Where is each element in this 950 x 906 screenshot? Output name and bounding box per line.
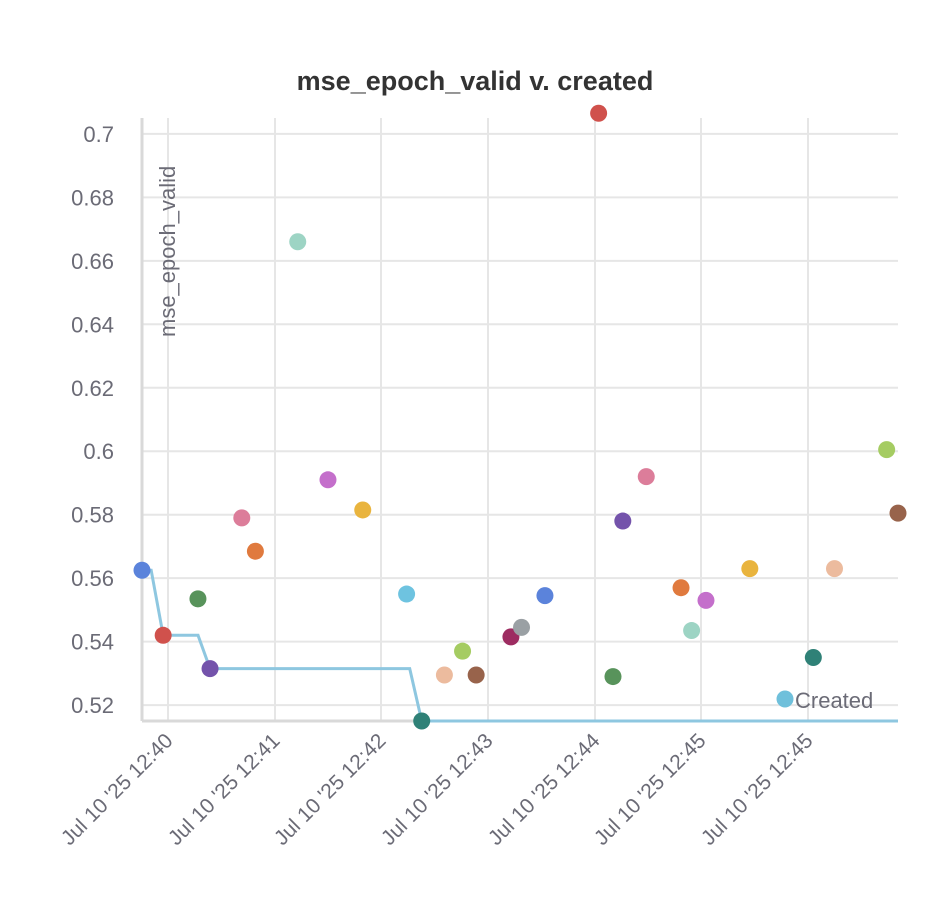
data-point [189, 590, 207, 608]
data-point [133, 561, 151, 579]
data-point [614, 512, 632, 530]
y-tick-label: 0.6 [83, 439, 114, 464]
data-point [741, 560, 759, 578]
data-point [246, 542, 264, 560]
data-point [672, 579, 690, 597]
data-point [398, 585, 416, 603]
y-tick-label: 0.7 [83, 122, 114, 147]
data-point [233, 509, 251, 527]
data-point [604, 668, 622, 686]
x-tick-label: Jul 10 '25 12:40 [57, 729, 178, 850]
y-tick-label: 0.66 [71, 249, 114, 274]
y-tick-label: 0.68 [71, 185, 114, 210]
data-point [637, 468, 655, 486]
data-point [804, 649, 822, 667]
data-point [536, 587, 554, 605]
x-tick-label: Jul 10 '25 12:45 [590, 729, 711, 850]
best-value-line [142, 568, 898, 723]
data-point [201, 660, 219, 678]
data-point [319, 471, 337, 489]
x-tick-label: Jul 10 '25 12:41 [164, 729, 285, 850]
legend-label: Created [795, 688, 873, 713]
data-point [683, 622, 701, 640]
x-tick-label: Jul 10 '25 12:44 [484, 729, 605, 850]
y-axis-label: mse_epoch_valid [155, 166, 180, 337]
data-point [154, 626, 172, 644]
legend: Created [776, 688, 873, 713]
y-tick-label: 0.56 [71, 566, 114, 591]
x-tick-label: Jul 10 '25 12:43 [377, 729, 498, 850]
grid [142, 118, 898, 721]
x-tick-label: Jul 10 '25 12:42 [270, 729, 391, 850]
y-tick-label: 0.64 [71, 312, 114, 337]
data-point [413, 712, 431, 730]
chart-title: mse_epoch_valid v. created [297, 66, 654, 96]
y-tick-label: 0.54 [71, 630, 114, 655]
data-point [454, 642, 472, 660]
data-point [467, 666, 485, 684]
data-point [354, 501, 372, 519]
x-tick-label: Jul 10 '25 12:45 [697, 729, 818, 850]
best-value-path [142, 568, 898, 723]
data-point [825, 560, 843, 578]
data-point [289, 233, 307, 251]
y-tick-label: 0.62 [71, 376, 114, 401]
y-tick-label: 0.58 [71, 503, 114, 528]
data-point [889, 504, 907, 522]
data-point [513, 618, 531, 636]
data-points [133, 104, 907, 730]
legend-marker [776, 690, 794, 708]
data-point [697, 591, 715, 609]
y-tick-label: 0.52 [71, 693, 114, 718]
y-axis-ticks: 0.52 0.54 0.56 0.58 0.6 0.62 0.64 0.66 0.68 0.7 [71, 122, 114, 718]
data-point [590, 104, 608, 122]
data-point [878, 441, 896, 459]
data-point [435, 666, 453, 684]
